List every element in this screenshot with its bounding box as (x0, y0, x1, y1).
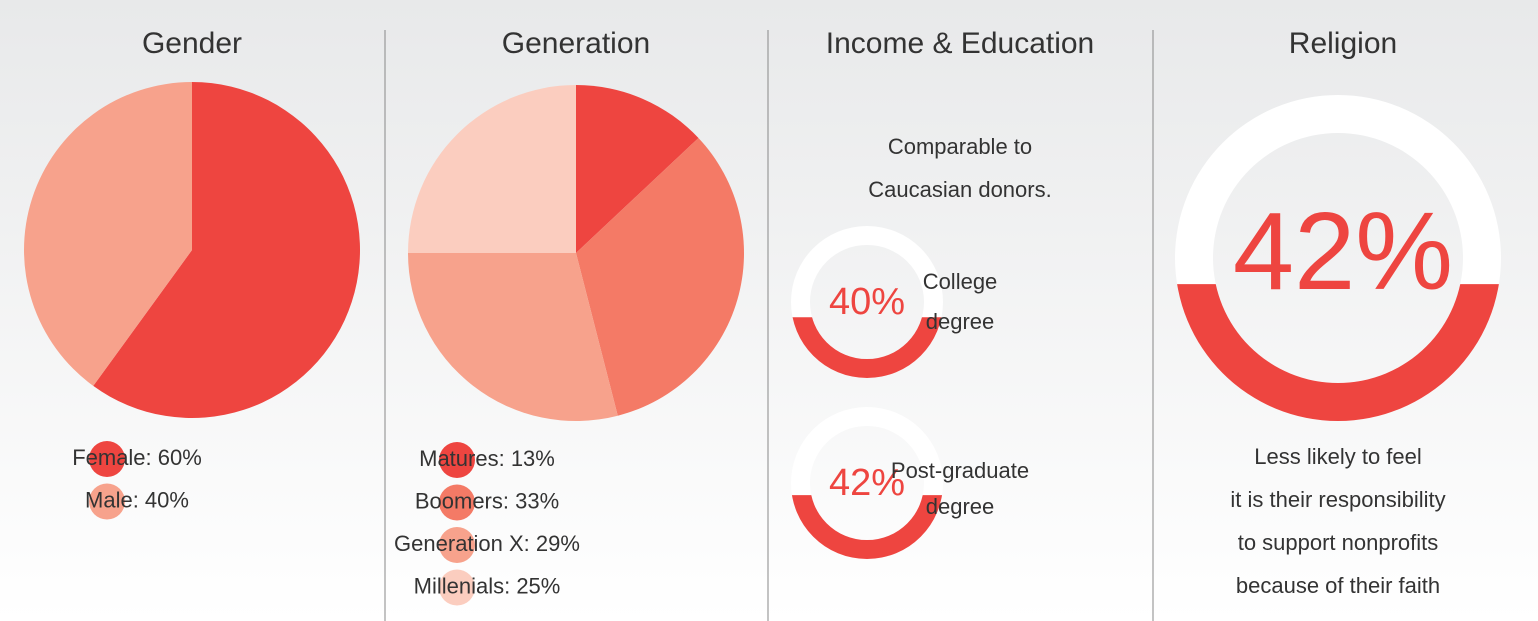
panel-title: Gender (142, 27, 242, 60)
note: to support nonprofits (1238, 530, 1439, 555)
note: because of their faith (1236, 573, 1440, 598)
subtitle: Comparable to (888, 134, 1032, 159)
legend-swatch (89, 483, 125, 520)
pie-slice (576, 85, 699, 253)
legend-swatch (439, 442, 475, 478)
gauge-fill (1177, 284, 1499, 421)
legend-label: Generation X: 29% (394, 531, 580, 556)
panel-title: Generation (502, 27, 650, 60)
legend-swatch (439, 484, 475, 521)
legend-label: Boomers: 33% (415, 488, 559, 513)
pie-slice (576, 137, 745, 416)
legend-label: Female: 60% (72, 445, 202, 470)
legend-swatch (439, 569, 475, 606)
legend-label: Matures: 13% (419, 446, 555, 471)
pie-slice (408, 253, 618, 422)
gauge-category: degree (926, 494, 995, 519)
panel-title: Religion (1289, 27, 1397, 60)
note: Less likely to feel (1254, 444, 1422, 469)
note: it is their responsibility (1230, 487, 1445, 512)
legend-swatch (439, 527, 475, 563)
gauge-category: degree (926, 309, 995, 334)
pie-slice (24, 82, 193, 386)
gauge-value-label: 42% (1233, 190, 1453, 313)
pie-slice (408, 85, 576, 253)
gauge-category: College (923, 269, 998, 294)
pie-slice (93, 82, 361, 419)
gauge-value-label: 40% (829, 281, 905, 323)
legend-label: Millenials: 25% (414, 573, 561, 598)
subtitle: Caucasian donors. (868, 177, 1051, 202)
gauge-category: Post-graduate (891, 458, 1029, 483)
gauge-fill (792, 495, 942, 559)
gauge-value-label: 42% (829, 462, 905, 504)
legend-label: Male: 40% (85, 487, 189, 512)
panel-title: Income & Education (826, 27, 1095, 60)
legend-swatch (89, 441, 125, 477)
gauge-fill (792, 317, 942, 378)
